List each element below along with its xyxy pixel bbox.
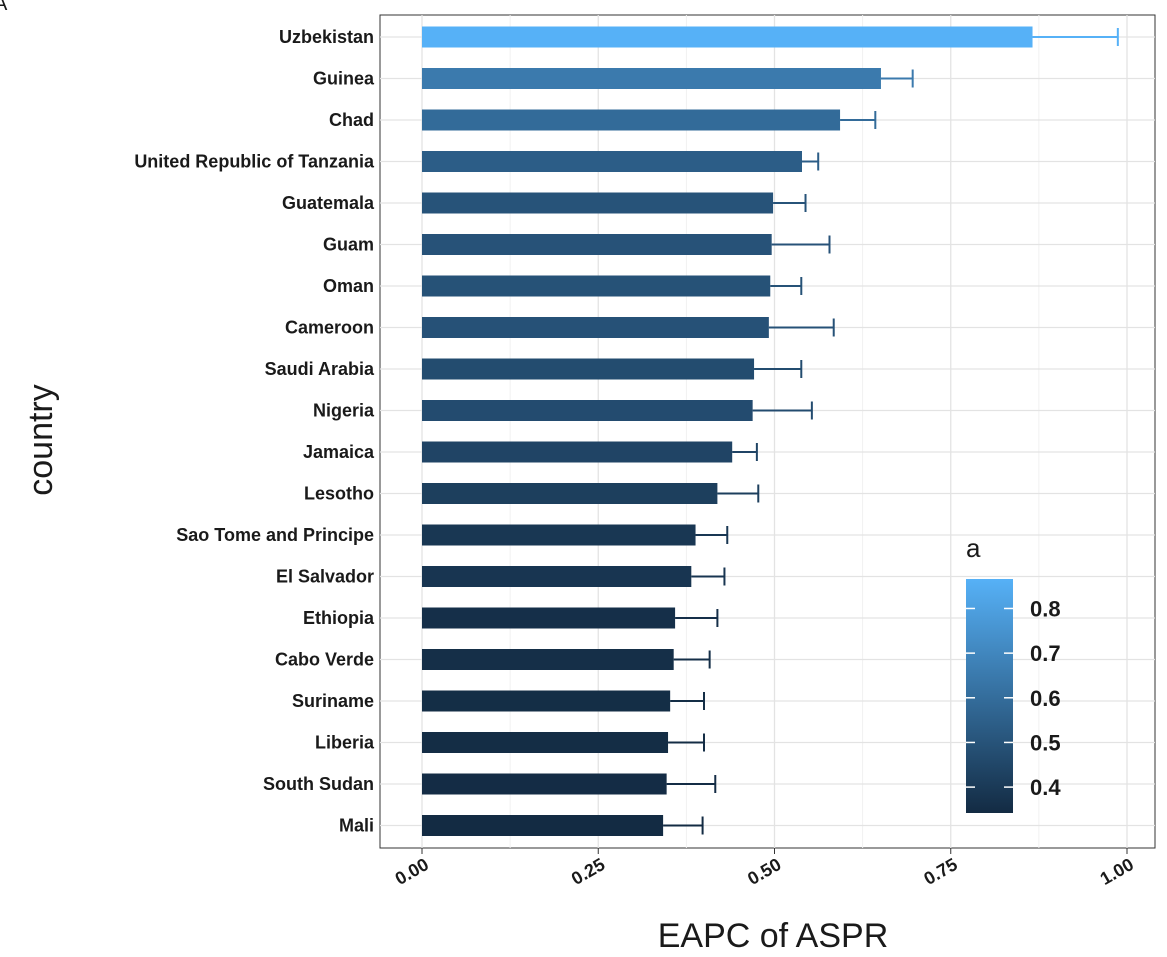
color-legend: a 0.4 0.5 0.6 0.7 0.8 — [966, 533, 1061, 813]
error-bars — [663, 28, 1119, 835]
x-tick-label: 0.50 — [744, 854, 784, 889]
x-tick-labels: 0.00 0.25 0.50 0.75 1.00 — [392, 848, 1137, 889]
category-label: Jamaica — [303, 442, 375, 462]
bar — [422, 68, 881, 89]
x-tick-label: 0.00 — [392, 854, 432, 889]
legend-tick-label: 0.8 — [1030, 596, 1061, 621]
x-tick-label: 0.75 — [920, 854, 960, 889]
category-label: Cameroon — [285, 318, 374, 338]
bar — [422, 151, 802, 172]
bar — [422, 607, 676, 629]
category-label: Chad — [329, 110, 374, 130]
bar — [422, 26, 1033, 48]
y-axis-title: country — [22, 384, 60, 496]
bar — [422, 400, 753, 421]
category-labels: Uzbekistan Guinea Chad United Republic of T… — [134, 27, 375, 836]
category-label: Guatemala — [282, 193, 375, 213]
category-label: Cabo Verde — [275, 650, 374, 670]
category-label: Nigeria — [313, 401, 375, 421]
category-label: Uzbekistan — [279, 27, 374, 47]
bar — [422, 815, 664, 836]
bar — [422, 524, 696, 546]
category-label: Sao Tome and Principe — [176, 525, 374, 545]
x-tick-label: 1.00 — [1097, 854, 1137, 889]
category-label: Liberia — [315, 733, 375, 753]
category-label: United Republic of Tanzania — [134, 152, 375, 172]
category-label: South Sudan — [263, 774, 374, 794]
category-label: Ethiopia — [303, 608, 375, 628]
category-label: Lesotho — [304, 484, 374, 504]
legend-tick-label: 0.7 — [1030, 641, 1061, 666]
category-label: Guinea — [313, 69, 375, 89]
legend-ticks: 0.4 0.5 0.6 0.7 0.8 — [966, 596, 1061, 800]
bar — [422, 234, 772, 255]
category-label: Suriname — [292, 691, 374, 711]
category-label: Oman — [323, 276, 374, 296]
legend-tick-label: 0.6 — [1030, 686, 1061, 711]
legend-tick-label: 0.5 — [1030, 730, 1061, 755]
category-label: Saudi Arabia — [265, 359, 375, 379]
legend-tick-label: 0.4 — [1030, 775, 1061, 800]
bar — [422, 358, 755, 380]
x-axis-title: EAPC of ASPR — [658, 917, 889, 955]
x-tick-label: 0.25 — [568, 854, 608, 889]
bar — [422, 192, 774, 214]
bar — [422, 483, 718, 504]
category-label: El Salvador — [276, 567, 374, 587]
bar — [422, 317, 769, 338]
bar — [422, 649, 674, 670]
bar — [422, 109, 841, 131]
category-label: Guam — [323, 235, 374, 255]
panel-tag: A — [0, 0, 8, 15]
bar — [422, 275, 771, 297]
bar — [422, 773, 667, 795]
category-label: Mali — [339, 816, 374, 836]
legend-colorbar — [966, 579, 1013, 813]
bar — [422, 732, 669, 753]
bar — [422, 566, 692, 587]
bar — [422, 441, 733, 463]
bar — [422, 690, 671, 712]
legend-title: a — [966, 533, 981, 563]
bars — [422, 26, 1033, 836]
